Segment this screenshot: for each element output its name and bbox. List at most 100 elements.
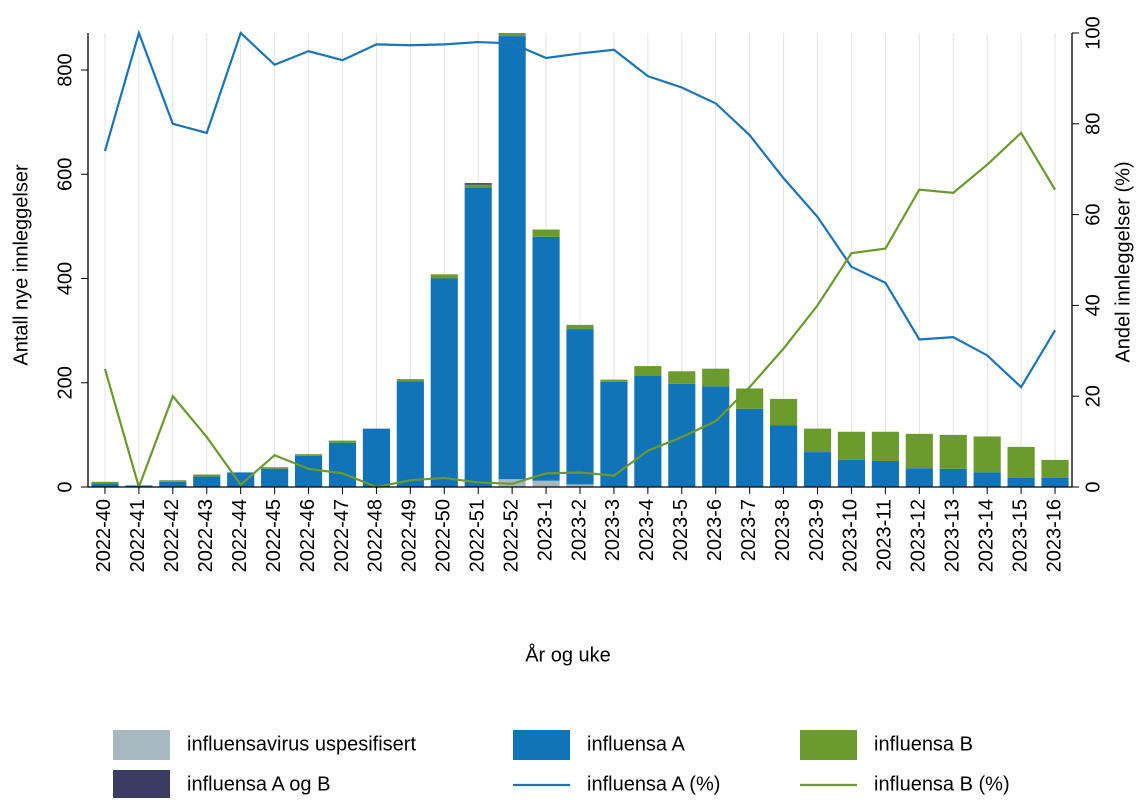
- bar: [566, 324, 594, 330]
- bar: [532, 229, 560, 237]
- bar: [532, 236, 560, 481]
- legend-swatch: [113, 730, 170, 760]
- bar: [600, 379, 628, 382]
- x-tick-label: 2022-48: [365, 499, 387, 572]
- legend-label: influensa A (%): [587, 773, 720, 795]
- x-tick-label: 2023-2: [568, 499, 590, 561]
- bar: [464, 184, 492, 188]
- legend-label: influensa B (%): [874, 773, 1010, 795]
- y2-tick-label: 40: [1082, 294, 1104, 316]
- bar: [464, 187, 492, 487]
- y-tick-label: 400: [54, 262, 76, 295]
- bar: [803, 452, 832, 487]
- x-tick-label: 2023-14: [975, 499, 997, 572]
- bar: [498, 33, 526, 37]
- bar: [871, 431, 899, 461]
- x-tick-label: 2023-15: [1009, 499, 1031, 572]
- bar: [193, 474, 221, 477]
- y2-tick-label: 20: [1082, 385, 1104, 407]
- bar: [736, 388, 764, 409]
- y-tick-label: 800: [54, 53, 76, 86]
- x-tick-label: 2022-44: [229, 499, 251, 572]
- x-tick-label: 2022-40: [93, 499, 115, 572]
- bar: [634, 366, 662, 376]
- legend-label: influensavirus uspesifisert: [187, 733, 416, 755]
- bar: [837, 459, 866, 487]
- bar: [939, 468, 967, 487]
- bar: [1041, 477, 1069, 487]
- x-tick-label: 2022-46: [297, 499, 319, 572]
- bar: [193, 476, 221, 487]
- bar: [1041, 459, 1069, 478]
- bar: [91, 481, 119, 484]
- bar: [159, 480, 187, 482]
- bar: [294, 455, 323, 487]
- bar: [702, 386, 730, 487]
- bar: [702, 368, 730, 387]
- x-tick-label: 2023-7: [738, 499, 760, 561]
- bar: [973, 436, 1001, 473]
- x-tick-label: 2022-49: [399, 499, 421, 572]
- x-axis-title: År og uke: [525, 643, 611, 666]
- bar: [498, 36, 526, 480]
- x-tick-label: 2023-4: [636, 499, 658, 561]
- bar: [905, 433, 933, 469]
- bar: [939, 434, 967, 469]
- bar: [464, 183, 492, 185]
- legend-label: influensa A: [587, 733, 686, 755]
- bar: [159, 481, 187, 487]
- bar: [736, 408, 764, 487]
- bar: [532, 480, 560, 487]
- x-tick-label: 2023-10: [840, 499, 862, 572]
- bar: [905, 468, 933, 487]
- x-tick-label: 2023-8: [772, 499, 794, 561]
- bar: [396, 381, 424, 487]
- bar: [396, 379, 424, 382]
- bar: [837, 431, 866, 460]
- bar: [871, 460, 899, 487]
- x-tick-label: 2022-52: [500, 499, 522, 572]
- x-tick-label: 2023-13: [942, 499, 964, 572]
- y-tick-label: 200: [54, 366, 76, 399]
- bar: [1007, 446, 1035, 478]
- bar: [668, 371, 696, 384]
- bar: [430, 278, 458, 487]
- y2-axis-title: Andel innleggelser (%): [1112, 161, 1134, 362]
- bar: [328, 440, 357, 443]
- bar: [668, 383, 696, 487]
- legend-label: influensa A og B: [187, 773, 330, 795]
- x-tick-label: 2022-43: [195, 499, 217, 572]
- bar: [600, 381, 628, 487]
- x-tick-label: 2023-3: [602, 499, 624, 561]
- y-tick-label: 600: [54, 158, 76, 191]
- x-tick-label: 2022-51: [466, 499, 488, 572]
- x-tick-label: 2023-1: [534, 499, 556, 561]
- bar: [973, 472, 1001, 487]
- x-tick-label: 2023-6: [704, 499, 726, 561]
- x-tick-label: 2023-11: [874, 499, 896, 571]
- y-axis-title: Antall nye innleggelser: [10, 164, 32, 366]
- bar: [566, 484, 594, 487]
- bar: [91, 483, 119, 487]
- y2-tick-label: 100: [1082, 16, 1104, 49]
- bar: [261, 468, 289, 487]
- bar: [328, 442, 357, 487]
- legend-label: influensa B: [874, 733, 973, 755]
- legend-swatch: [513, 730, 570, 760]
- bar: [430, 274, 458, 279]
- legend-swatch: [800, 730, 857, 760]
- x-tick-label: 2022-47: [331, 499, 353, 572]
- x-tick-label: 2023-9: [806, 499, 828, 561]
- legend-swatch: [113, 770, 170, 800]
- bar: [803, 428, 832, 453]
- y2-tick-label: 0: [1082, 481, 1104, 492]
- x-tick-label: 2022-45: [263, 499, 285, 572]
- y-tick-label: 0: [54, 481, 76, 492]
- x-tick-label: 2023-5: [670, 499, 692, 561]
- y2-tick-label: 60: [1082, 203, 1104, 225]
- bar: [1007, 477, 1035, 487]
- y2-tick-label: 80: [1082, 113, 1104, 135]
- bar: [566, 329, 594, 485]
- x-tick-label: 2022-42: [161, 499, 183, 572]
